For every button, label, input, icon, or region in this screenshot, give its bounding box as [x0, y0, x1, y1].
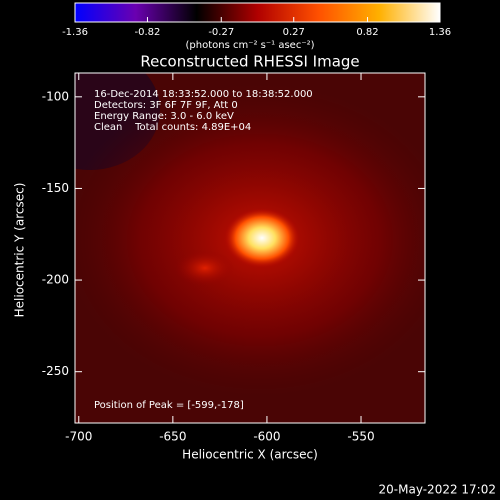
- plot-frame: [74, 72, 426, 424]
- y-tick-label: -150: [42, 181, 69, 195]
- colorbar-label: (photons cm⁻² s⁻¹ asec⁻²): [185, 40, 314, 51]
- x-axis-label: Heliocentric X (arcsec): [182, 448, 318, 462]
- image: [75, 73, 425, 423]
- y-tick-label: -250: [42, 364, 69, 378]
- chart-title: Reconstructed RHESSI Image: [140, 53, 359, 71]
- x-tick-label: -600: [253, 430, 280, 444]
- x-tick-label: -650: [159, 430, 186, 444]
- annotation: Clean Total counts: 4.89E+04: [94, 122, 251, 133]
- x-tick-label: -700: [65, 430, 92, 444]
- colorbar-tick-label: 0.27: [283, 27, 305, 38]
- y-axis-label: Heliocentric Y (arcsec): [13, 183, 27, 318]
- colorbar-tick-label: 1.36: [429, 27, 451, 38]
- annotation: Detectors: 3F 6F 7F 9F, Att 0: [94, 100, 238, 111]
- annotation: 16-Dec-2014 18:33:52.000 to 18:38:52.000: [94, 89, 313, 100]
- colorbar: [74, 2, 441, 23]
- x-tick-label: -550: [347, 430, 374, 444]
- colorbar-tick-label: -1.36: [62, 27, 88, 38]
- colorbar-tick-label: 0.82: [356, 27, 378, 38]
- colorbar-tick-label: -0.82: [135, 27, 161, 38]
- colorbar-tick-label: -0.27: [208, 27, 234, 38]
- peak-label: Position of Peak = [-599,-178]: [94, 400, 244, 411]
- annotation: Energy Range: 3.0 - 6.0 keV: [94, 111, 234, 122]
- y-tick-label: -200: [42, 273, 69, 287]
- y-tick-label: -100: [42, 89, 69, 103]
- footer: 20-May-2022 17:02: [379, 483, 496, 497]
